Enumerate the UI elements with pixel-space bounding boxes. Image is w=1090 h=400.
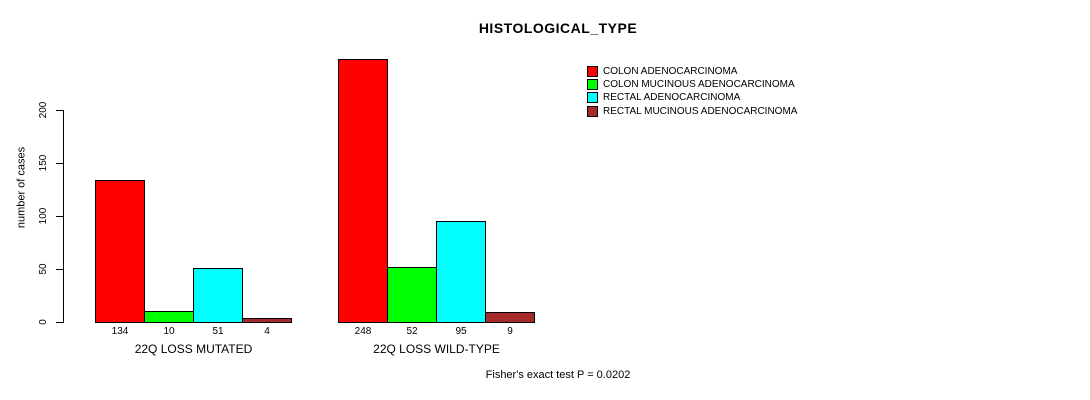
bar-22q-loss-wild-type-s2 [436, 221, 486, 323]
y-tick-label: 100 [38, 207, 49, 225]
bar-value-label: 10 [163, 326, 175, 337]
y-tick-label: 50 [38, 263, 49, 275]
legend-label: COLON MUCINOUS ADENOCARCINOMA [603, 78, 795, 90]
y-tick-mark [56, 322, 63, 323]
bar-22q-loss-mutated-s3 [242, 318, 292, 323]
y-tick-mark [56, 163, 63, 164]
y-axis-line [63, 110, 64, 323]
bar-22q-loss-mutated-s2 [193, 268, 243, 323]
bar-22q-loss-wild-type-s3 [485, 312, 535, 323]
legend-label: COLON ADENOCARCINOMA [603, 65, 738, 77]
bar-22q-loss-mutated-s0 [95, 180, 145, 323]
category-label: 22Q LOSS WILD-TYPE [373, 342, 500, 356]
y-tick-mark [56, 110, 63, 111]
bar-value-label: 95 [455, 326, 467, 337]
bar-value-label: 134 [111, 326, 129, 337]
bar-value-label: 248 [354, 326, 372, 337]
bar-22q-loss-wild-type-s0 [338, 59, 388, 323]
y-axis-label: number of cases [15, 146, 28, 229]
bar-22q-loss-mutated-s1 [144, 311, 194, 323]
bar-value-label: 4 [264, 326, 270, 337]
bar-22q-loss-wild-type-s1 [387, 267, 437, 323]
y-tick-mark [56, 269, 63, 270]
legend-swatch [587, 65, 598, 77]
legend-label: RECTAL ADENOCARCINOMA [603, 92, 741, 104]
bar-value-label: 51 [212, 326, 224, 337]
legend-swatch [587, 105, 598, 117]
legend-label: RECTAL MUCINOUS ADENOCARCINOMA [603, 105, 798, 117]
legend-swatch [587, 78, 598, 90]
footnote-text: Fisher's exact test P = 0.0202 [485, 369, 631, 381]
y-tick-label: 200 [38, 101, 49, 119]
chart-title: HISTOLOGICAL_TYPE [478, 20, 638, 36]
y-tick-label: 150 [38, 154, 49, 172]
category-label: 22Q LOSS MUTATED [134, 342, 253, 356]
y-tick-label: 0 [38, 319, 49, 325]
bar-value-label: 9 [507, 326, 513, 337]
bar-value-label: 52 [406, 326, 418, 337]
y-tick-mark [56, 216, 63, 217]
legend-swatch [587, 92, 598, 104]
